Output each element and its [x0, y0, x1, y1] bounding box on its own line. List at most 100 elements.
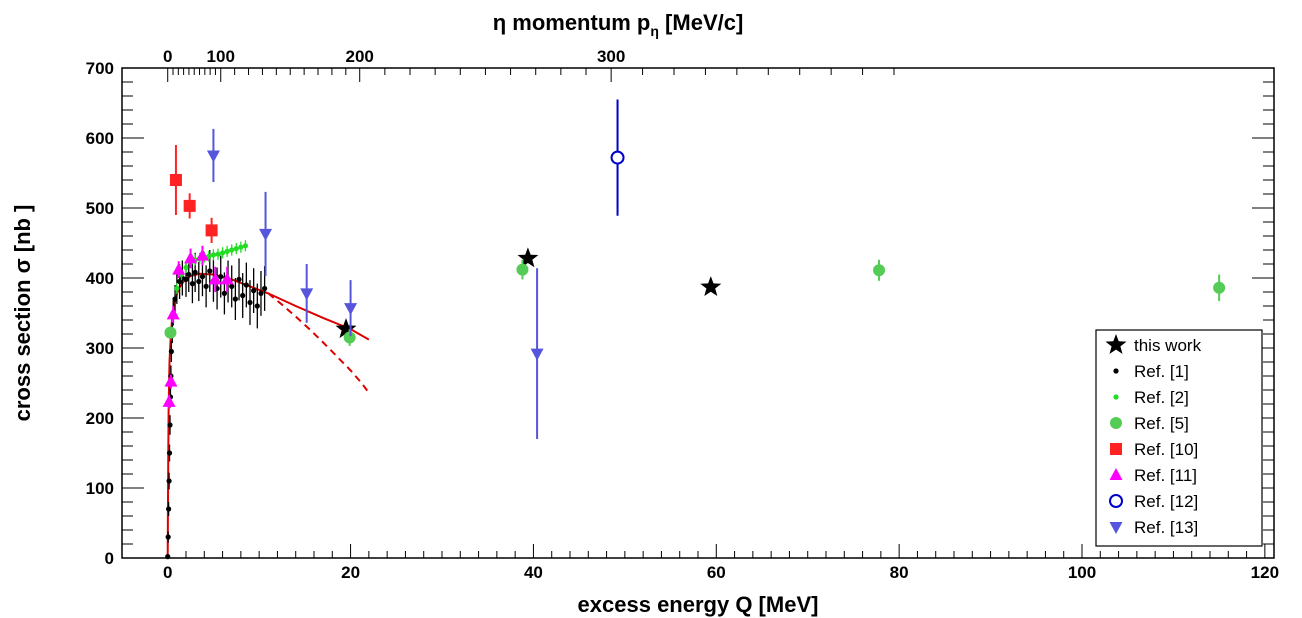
x-axis-title: excess energy Q [MeV]	[578, 592, 819, 617]
data-point	[208, 272, 222, 285]
y-tick-label: 500	[86, 199, 114, 218]
data-point	[238, 244, 244, 250]
top-axis-title-prefix: η momentum p	[493, 10, 651, 35]
top-tick-label: 300	[597, 47, 625, 66]
data-point	[218, 274, 224, 280]
legend-label: this work	[1134, 336, 1202, 355]
data-point	[169, 174, 182, 186]
legend-marker	[1113, 368, 1119, 374]
legend-item: Ref. [5]	[1110, 414, 1189, 433]
legend-item: Ref. [1]	[1113, 362, 1189, 381]
data-point	[195, 248, 209, 261]
data-point	[240, 292, 246, 299]
top-tick-label: 200	[346, 47, 374, 66]
data-point	[221, 290, 227, 296]
data-point	[168, 348, 174, 355]
data-point	[700, 276, 722, 296]
legend-label: Ref. [11]	[1134, 466, 1197, 485]
series-ref-11	[162, 245, 234, 409]
data-point	[300, 288, 314, 301]
legend-label: Ref. [13]	[1134, 518, 1198, 537]
x-tick-label: 20	[341, 563, 360, 582]
data-point	[183, 264, 189, 271]
legend-box	[1095, 329, 1263, 547]
data-point	[165, 554, 171, 560]
legend-label: Ref. [10]	[1134, 440, 1198, 459]
x-tick-label: 0	[163, 563, 172, 582]
data-point	[192, 269, 198, 275]
series-ref-1	[165, 250, 268, 560]
data-point	[199, 274, 206, 280]
top-axis-title-subscript: η	[650, 23, 659, 39]
fit-curve-dashed	[267, 292, 370, 394]
axis-tick-labels: 0 20 40 60 80 100 120 0 100 200 300 400 500 600 700 0 10…	[86, 47, 1279, 582]
legend-marker	[1109, 494, 1123, 508]
data-point	[189, 281, 195, 287]
data-point	[183, 276, 189, 282]
data-point	[165, 534, 171, 540]
data-point	[247, 299, 253, 306]
data-point	[210, 252, 217, 258]
x-tick-label: 100	[1068, 563, 1096, 582]
y-tick-label: 700	[86, 59, 114, 78]
data-point	[172, 262, 186, 275]
data-point	[262, 285, 268, 292]
data-point	[517, 247, 539, 268]
legend-label: Ref. [12]	[1134, 492, 1198, 511]
legend-marker	[1105, 334, 1127, 354]
data-point	[232, 296, 238, 302]
series-ref-10	[169, 145, 218, 243]
data-point	[344, 303, 358, 316]
series-this-work	[335, 247, 722, 338]
data-point	[164, 374, 178, 387]
x-tick-label: 120	[1251, 563, 1279, 582]
data-point	[166, 506, 172, 512]
legend-marker	[1110, 417, 1122, 429]
legend-item: Ref. [12]	[1109, 492, 1198, 511]
data-point	[215, 251, 221, 257]
data-point	[251, 288, 257, 294]
data-point	[219, 250, 226, 256]
legend: this work Ref. [1] Ref. [2] Ref. [5] Ref. [1…	[1095, 329, 1263, 547]
legend-label: Ref. [1]	[1134, 362, 1189, 381]
legend-label: Ref. [2]	[1134, 388, 1189, 407]
data-point	[206, 253, 212, 259]
data-point	[183, 199, 196, 212]
data-point	[233, 246, 239, 252]
y-tick-label: 100	[86, 479, 114, 498]
data-point	[186, 271, 192, 278]
top-tick-label: 100	[207, 47, 235, 66]
legend-item: Ref. [13]	[1109, 518, 1198, 537]
series-ref-12	[610, 99, 625, 216]
fit-curve-solid	[166, 272, 370, 559]
x-tick-label: 60	[707, 563, 726, 582]
data-point	[254, 303, 260, 309]
data-point	[873, 264, 886, 277]
y-tick-label: 300	[86, 339, 114, 358]
series-ref-5	[164, 259, 1226, 346]
y-tick-label: 600	[86, 129, 114, 148]
data-point	[236, 276, 242, 282]
series-ref-13	[206, 128, 544, 439]
data-point	[530, 348, 544, 361]
top-axis-title-suffix: [MeV/c]	[659, 10, 743, 35]
legend-marker	[1110, 443, 1122, 455]
x-tick-label: 40	[524, 563, 543, 582]
data-point	[207, 268, 213, 274]
data-point	[205, 224, 218, 237]
top-tick-label: 0	[163, 47, 172, 66]
data-point	[206, 150, 220, 163]
data-point	[242, 243, 249, 249]
data-point	[229, 247, 235, 253]
data-point	[516, 263, 529, 276]
y-tick-label: 400	[86, 269, 114, 288]
legend-marker	[1113, 394, 1119, 400]
data-point	[203, 283, 209, 289]
data-point	[224, 248, 230, 254]
data-point	[258, 290, 264, 296]
y-axis-title: cross section σ [nb ]	[10, 205, 35, 422]
data-points	[162, 99, 1226, 560]
y-tick-label: 200	[86, 409, 114, 428]
data-point	[243, 282, 249, 288]
